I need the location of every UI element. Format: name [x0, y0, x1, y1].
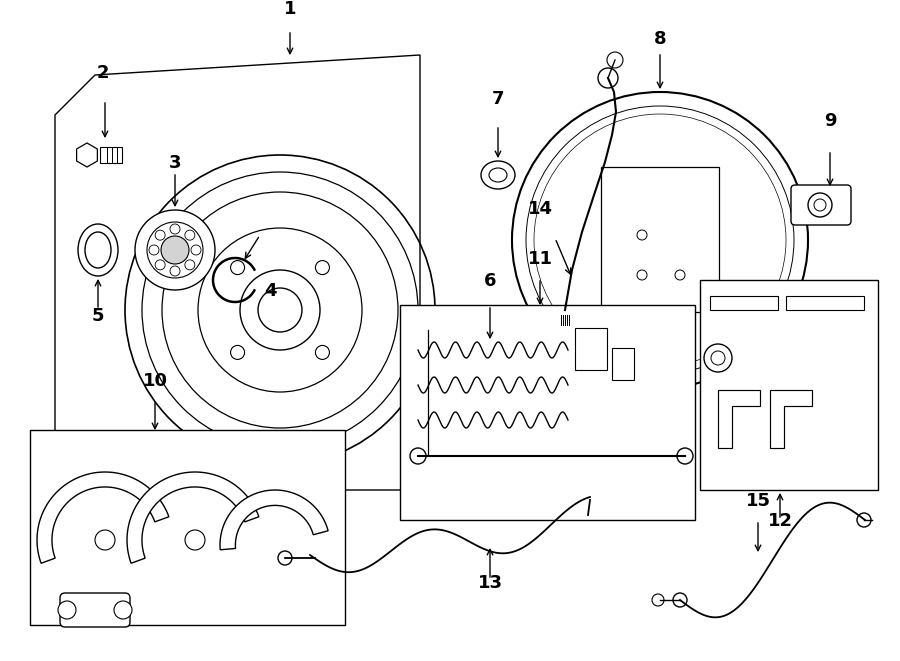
Bar — [710, 296, 778, 310]
Circle shape — [512, 92, 808, 388]
Text: 2: 2 — [97, 64, 109, 82]
Circle shape — [673, 593, 687, 607]
FancyBboxPatch shape — [791, 185, 851, 225]
Bar — [632, 309, 688, 337]
Circle shape — [814, 199, 826, 211]
Circle shape — [704, 344, 732, 372]
Circle shape — [58, 601, 76, 619]
Polygon shape — [76, 143, 97, 167]
FancyBboxPatch shape — [60, 593, 130, 627]
Text: 5: 5 — [92, 307, 104, 325]
Polygon shape — [37, 472, 169, 563]
Polygon shape — [474, 342, 506, 378]
Circle shape — [808, 193, 832, 217]
Text: 8: 8 — [653, 30, 666, 48]
Circle shape — [184, 230, 194, 240]
Text: 13: 13 — [478, 574, 502, 592]
Ellipse shape — [489, 168, 507, 182]
Polygon shape — [770, 390, 812, 448]
Circle shape — [711, 351, 725, 365]
Circle shape — [258, 288, 302, 332]
Circle shape — [598, 68, 618, 88]
Bar — [100, 147, 122, 163]
Ellipse shape — [78, 224, 118, 276]
Circle shape — [170, 266, 180, 276]
Bar — [612, 348, 634, 380]
Text: 11: 11 — [527, 250, 553, 268]
Bar — [786, 296, 864, 310]
Bar — [575, 328, 607, 370]
Circle shape — [607, 52, 623, 68]
Circle shape — [637, 230, 647, 240]
Circle shape — [652, 594, 664, 606]
Text: 6: 6 — [484, 272, 496, 290]
Circle shape — [240, 270, 320, 350]
Circle shape — [161, 236, 189, 264]
Text: 1: 1 — [284, 0, 296, 18]
Text: 9: 9 — [824, 112, 836, 130]
Text: 15: 15 — [745, 492, 770, 510]
Bar — [30, 430, 345, 625]
Text: 7: 7 — [491, 90, 504, 108]
Circle shape — [482, 352, 498, 368]
Circle shape — [278, 551, 292, 565]
Polygon shape — [220, 490, 328, 550]
Circle shape — [675, 270, 685, 280]
Polygon shape — [718, 390, 760, 448]
Bar — [400, 305, 695, 520]
Circle shape — [170, 224, 180, 234]
Polygon shape — [127, 472, 259, 563]
Circle shape — [637, 270, 647, 280]
Circle shape — [155, 260, 166, 270]
Circle shape — [185, 530, 205, 550]
Circle shape — [114, 601, 132, 619]
Circle shape — [135, 210, 215, 290]
Circle shape — [677, 448, 693, 464]
Circle shape — [184, 260, 194, 270]
Text: 12: 12 — [768, 512, 793, 530]
Bar — [601, 167, 719, 312]
Ellipse shape — [85, 232, 111, 268]
Circle shape — [857, 513, 871, 527]
Text: 10: 10 — [142, 372, 167, 390]
Circle shape — [155, 230, 166, 240]
Text: 14: 14 — [527, 200, 553, 218]
Circle shape — [95, 530, 115, 550]
Circle shape — [191, 245, 201, 255]
Text: 4: 4 — [264, 282, 276, 300]
Bar — [700, 280, 878, 490]
Ellipse shape — [481, 161, 515, 189]
Circle shape — [147, 222, 203, 278]
Circle shape — [149, 245, 159, 255]
Circle shape — [534, 114, 786, 366]
Circle shape — [526, 106, 794, 374]
Text: 3: 3 — [169, 154, 181, 172]
Circle shape — [410, 448, 426, 464]
